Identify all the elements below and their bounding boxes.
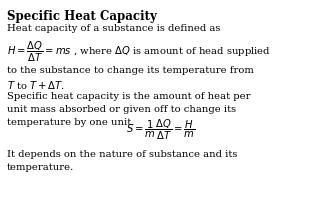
Text: Specific heat capacity is the amount of heat per: Specific heat capacity is the amount of … xyxy=(7,92,250,101)
Text: temperature by one unit.: temperature by one unit. xyxy=(7,118,137,127)
Text: temperature.: temperature. xyxy=(7,163,74,172)
Text: $T$ to $T + \Delta T$.: $T$ to $T + \Delta T$. xyxy=(7,79,65,91)
Text: $S = \dfrac{1}{m}\dfrac{\Delta Q}{\Delta T} = \dfrac{H}{m}$: $S = \dfrac{1}{m}\dfrac{\Delta Q}{\Delta… xyxy=(126,118,196,142)
Text: Specific Heat Capacity: Specific Heat Capacity xyxy=(7,10,157,23)
Text: $H = \dfrac{\Delta Q}{\Delta T} = ms$ , where $\Delta Q$ is amount of head suppl: $H = \dfrac{\Delta Q}{\Delta T} = ms$ , … xyxy=(7,40,271,64)
Text: unit mass absorbed or given off to change its: unit mass absorbed or given off to chang… xyxy=(7,105,236,114)
Text: Heat capacity of a substance is defined as: Heat capacity of a substance is defined … xyxy=(7,24,220,33)
Text: to the substance to change its temperature from: to the substance to change its temperatu… xyxy=(7,66,254,75)
Text: It depends on the nature of substance and its: It depends on the nature of substance an… xyxy=(7,150,237,159)
